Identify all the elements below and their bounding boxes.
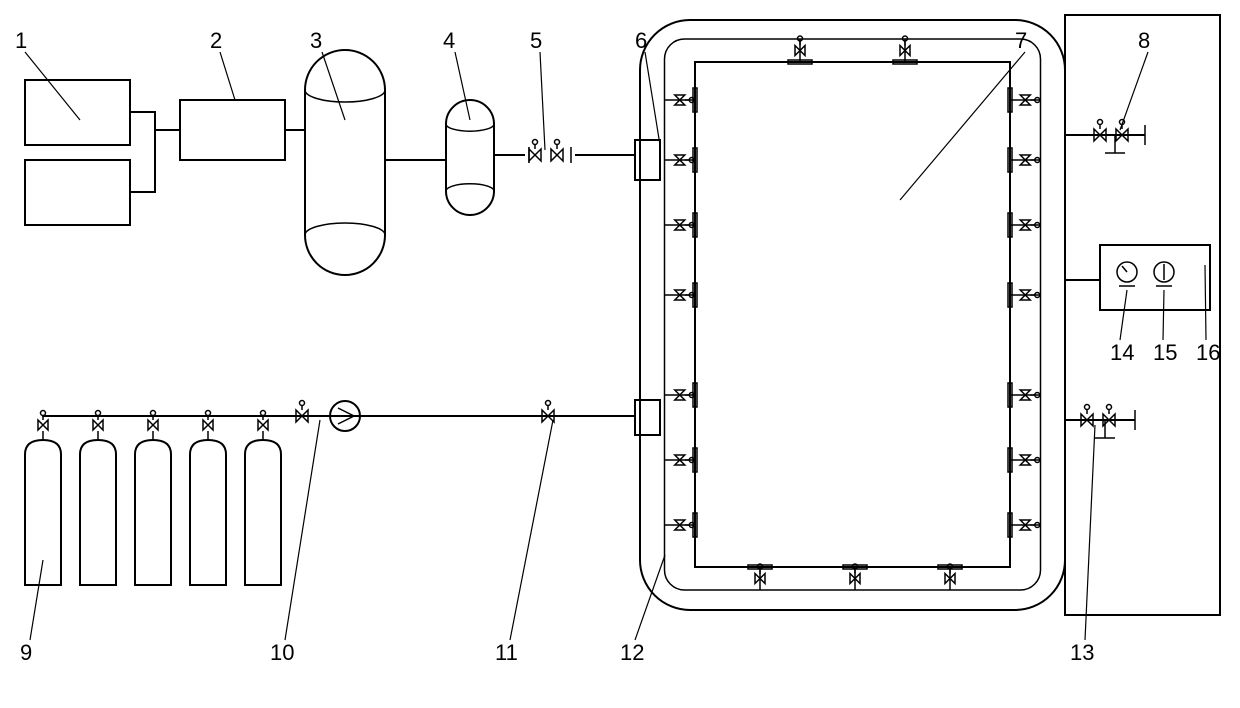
label-11: 11 <box>495 640 518 665</box>
unit-1b <box>25 160 130 225</box>
label-3: 3 <box>310 28 322 53</box>
label-16: 16 <box>1196 340 1220 365</box>
label-14: 14 <box>1110 340 1134 365</box>
label-1: 1 <box>15 28 27 53</box>
label-15: 15 <box>1153 340 1177 365</box>
label-13: 13 <box>1070 640 1094 665</box>
schematic-diagram: 12345678910111213141516 <box>0 0 1240 708</box>
label-5: 5 <box>530 28 542 53</box>
chamber-inner <box>695 62 1010 567</box>
label-4: 4 <box>443 28 455 53</box>
unit-2 <box>180 100 285 160</box>
label-2: 2 <box>210 28 222 53</box>
chamber-outer <box>640 20 1065 610</box>
unit-1a <box>25 80 130 145</box>
label-6: 6 <box>635 28 647 53</box>
label-9: 9 <box>20 640 32 665</box>
label-12: 12 <box>620 640 644 665</box>
label-7: 7 <box>1015 28 1027 53</box>
label-10: 10 <box>270 640 294 665</box>
label-8: 8 <box>1138 28 1150 53</box>
